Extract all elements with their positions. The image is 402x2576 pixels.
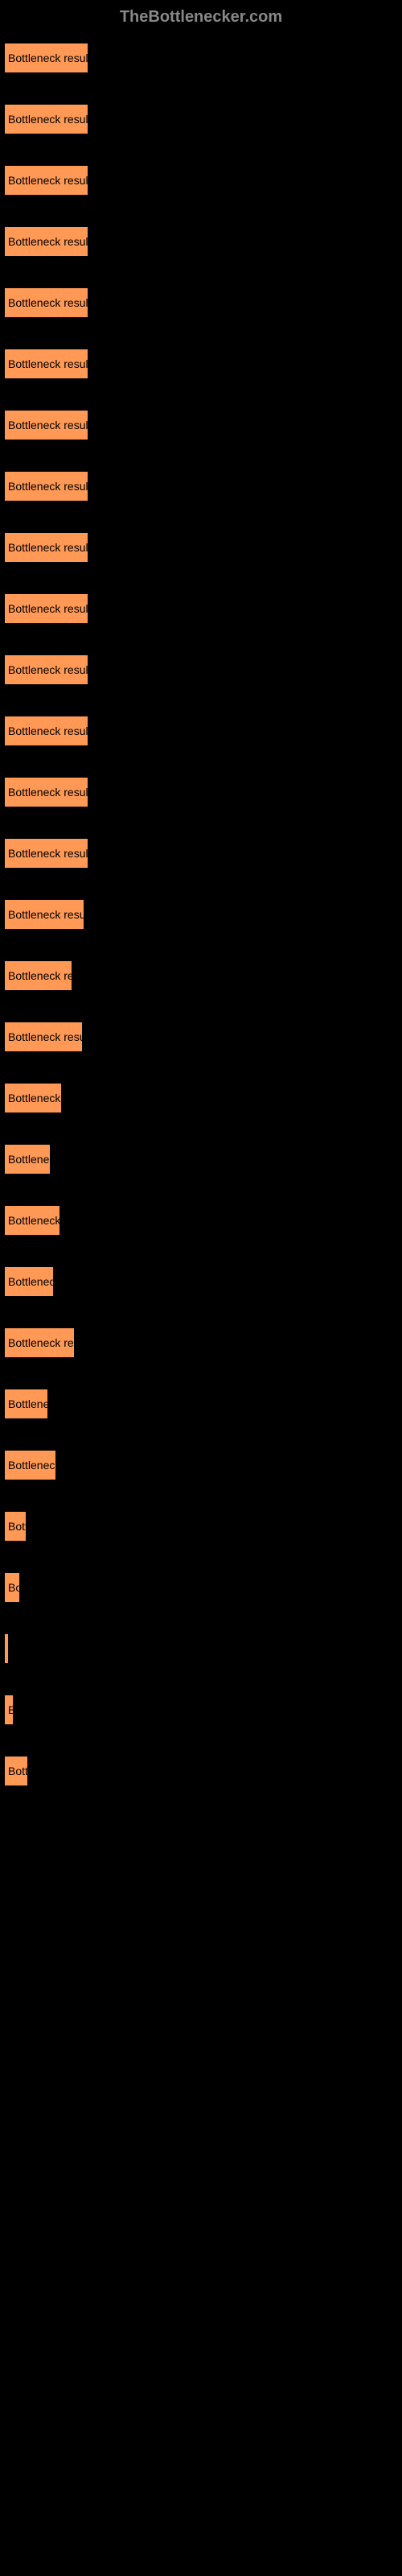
bar: Bottleneck result xyxy=(4,838,88,869)
bar: Bottleneck result xyxy=(4,1695,14,1725)
bar: Bottleneck result xyxy=(4,165,88,196)
bar-row: Bottleneck result xyxy=(4,899,402,930)
bar-row: Bottleneck result xyxy=(4,532,402,563)
bar-row: Bottleneck result xyxy=(4,287,402,318)
bar-row: Bottleneck result xyxy=(4,838,402,869)
bar-row: Bottleneck result xyxy=(4,593,402,624)
bar-row: Bottleneck result xyxy=(4,777,402,807)
bar: Bottleneck result xyxy=(4,1205,60,1236)
bar: Bottleneck result xyxy=(4,1083,62,1113)
bar-row: Bottleneck result xyxy=(4,104,402,134)
bar-row: Bottleneck result xyxy=(4,716,402,746)
bar: Bottleneck result xyxy=(4,471,88,502)
bar: Bottleneck result xyxy=(4,410,88,440)
bar-row: Bottleneck result xyxy=(4,165,402,196)
bar: Bottleneck result xyxy=(4,777,88,807)
bar: Bottleneck result xyxy=(4,593,88,624)
bar: Bottleneck result xyxy=(4,1022,83,1052)
bar: Bottleneck result xyxy=(4,287,88,318)
bar: Bottleneck result xyxy=(4,43,88,73)
bar: Bottleneck result xyxy=(4,532,88,563)
bar: Bottleneck result xyxy=(4,226,88,257)
bar-row: Bottleneck result xyxy=(4,1450,402,1480)
bar-row: Bottleneck result xyxy=(4,1695,402,1725)
bar-row xyxy=(4,1633,402,1664)
bar: Bottleneck result xyxy=(4,899,84,930)
bar: Bottleneck result xyxy=(4,1144,51,1174)
bar: Bottleneck result xyxy=(4,1389,48,1419)
site-header: TheBottlenecker.com xyxy=(0,8,402,27)
bar-row: Bottleneck result xyxy=(4,1144,402,1174)
bar-row: Bottleneck result xyxy=(4,1205,402,1236)
bar: Bottleneck result xyxy=(4,104,88,134)
bar: Bottleneck result xyxy=(4,716,88,746)
bar: Bottleneck result xyxy=(4,1327,75,1358)
bar-row: Bottleneck result xyxy=(4,226,402,257)
bar: Bottleneck result xyxy=(4,1756,28,1786)
bar-row: Bottleneck result xyxy=(4,1327,402,1358)
bar: Bottleneck result xyxy=(4,1511,27,1542)
bar-row: Bottleneck result xyxy=(4,349,402,379)
bar-row: Bottleneck result xyxy=(4,1511,402,1542)
bar-row: Bottleneck result xyxy=(4,410,402,440)
bar-row: Bottleneck result xyxy=(4,43,402,73)
bars-container: Bottleneck result Bottleneck result Bottle… xyxy=(0,43,402,1786)
bar: Bottleneck result xyxy=(4,1572,20,1603)
bar-row: Bottleneck result xyxy=(4,471,402,502)
bar-row: Bottleneck result xyxy=(4,1266,402,1297)
bar: Bottleneck result xyxy=(4,1266,54,1297)
bar-row: Bottleneck result xyxy=(4,654,402,685)
bar-row: Bottleneck result xyxy=(4,1083,402,1113)
bar xyxy=(4,1633,9,1664)
bar-row: Bottleneck result xyxy=(4,1022,402,1052)
bar: Bottleneck result xyxy=(4,654,88,685)
bar: Bottleneck result xyxy=(4,349,88,379)
bar-row: Bottleneck result xyxy=(4,1389,402,1419)
bar-row: Bottleneck result xyxy=(4,1572,402,1603)
bar: Bottleneck result xyxy=(4,960,72,991)
bar-row: Bottleneck result xyxy=(4,1756,402,1786)
bar-row: Bottleneck result xyxy=(4,960,402,991)
bar: Bottleneck result xyxy=(4,1450,56,1480)
